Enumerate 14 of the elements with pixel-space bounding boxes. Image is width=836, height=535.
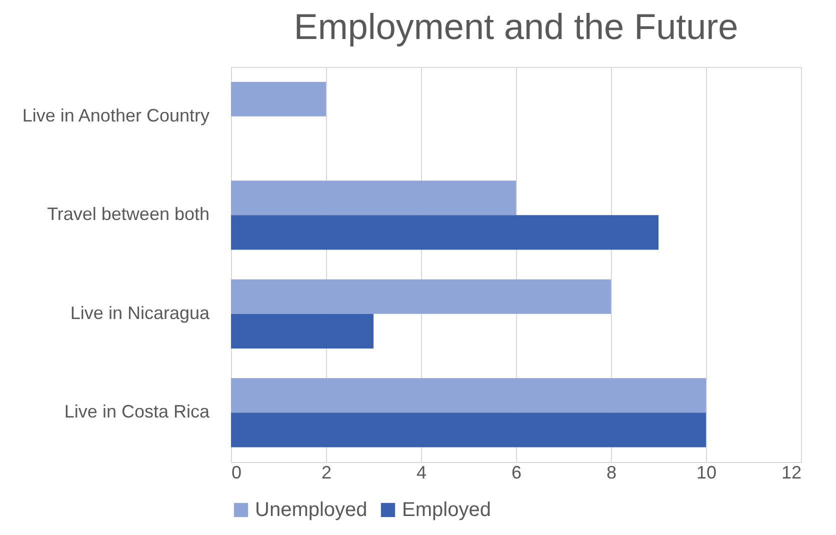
x-tick-label: 10 bbox=[696, 462, 717, 482]
legend-label: Unemployed bbox=[255, 499, 368, 521]
y-tick-label: Live in Costa Rica bbox=[64, 402, 210, 422]
y-tick-label: Live in Nicaragua bbox=[70, 302, 210, 323]
x-tick-label: 6 bbox=[511, 462, 522, 482]
x-tick-label: 2 bbox=[321, 462, 332, 482]
chart-title: Employment and the Future bbox=[294, 6, 738, 47]
y-tick-label: Live in Another Country bbox=[22, 105, 210, 126]
x-tick-label: 0 bbox=[232, 462, 242, 482]
y-tick-label: Travel between both bbox=[47, 204, 210, 224]
x-tick-label: 12 bbox=[781, 462, 802, 482]
x-tick-label: 8 bbox=[606, 462, 617, 482]
legend-label: Employed bbox=[402, 499, 491, 521]
x-tick-label: 4 bbox=[416, 462, 427, 482]
